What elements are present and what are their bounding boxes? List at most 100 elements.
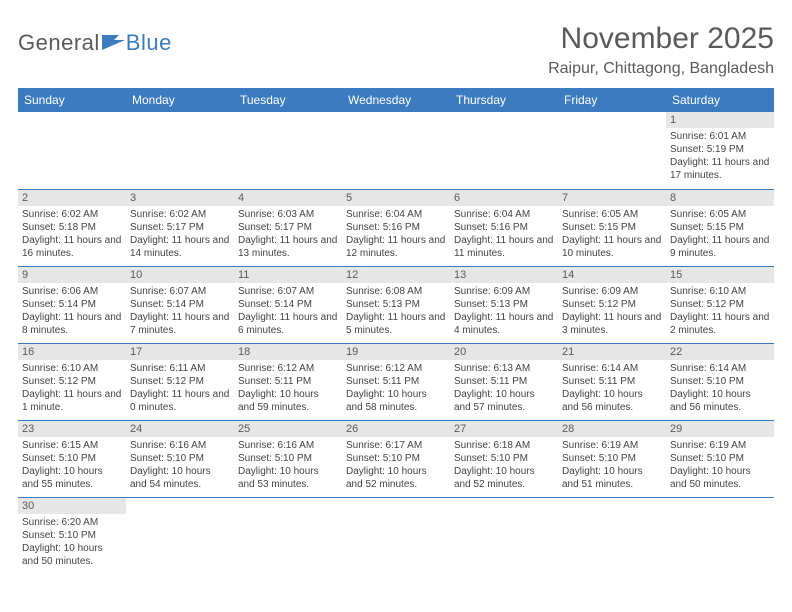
sunset-line: Sunset: 5:18 PM [22, 221, 122, 234]
sunset-line: Sunset: 5:10 PM [22, 452, 122, 465]
weekday-header: Saturday [666, 88, 774, 112]
day-number: 25 [234, 421, 342, 437]
day-number: 12 [342, 267, 450, 283]
day-number: 23 [18, 421, 126, 437]
empty-cell [234, 112, 342, 189]
empty-cell [342, 112, 450, 189]
sunrise-line: Sunrise: 6:12 AM [238, 362, 338, 375]
sunset-line: Sunset: 5:10 PM [238, 452, 338, 465]
sunset-line: Sunset: 5:16 PM [346, 221, 446, 234]
day-number: 1 [666, 112, 774, 128]
sunrise-line: Sunrise: 6:16 AM [238, 439, 338, 452]
calendar-cell: 24Sunrise: 6:16 AMSunset: 5:10 PMDayligh… [126, 420, 234, 497]
day-body: Sunrise: 6:14 AMSunset: 5:11 PMDaylight:… [558, 360, 666, 417]
calendar-cell: 4Sunrise: 6:03 AMSunset: 5:17 PMDaylight… [234, 189, 342, 266]
day-number: 30 [18, 498, 126, 514]
calendar-cell: 14Sunrise: 6:09 AMSunset: 5:12 PMDayligh… [558, 266, 666, 343]
sunset-line: Sunset: 5:17 PM [238, 221, 338, 234]
day-number: 18 [234, 344, 342, 360]
day-body: Sunrise: 6:05 AMSunset: 5:15 PMDaylight:… [558, 206, 666, 263]
sunrise-line: Sunrise: 6:13 AM [454, 362, 554, 375]
calendar-cell: 6Sunrise: 6:04 AMSunset: 5:16 PMDaylight… [450, 189, 558, 266]
day-body: Sunrise: 6:15 AMSunset: 5:10 PMDaylight:… [18, 437, 126, 494]
daylight-line: Daylight: 11 hours and 10 minutes. [562, 234, 662, 260]
day-number: 29 [666, 421, 774, 437]
sunrise-line: Sunrise: 6:09 AM [454, 285, 554, 298]
day-body: Sunrise: 6:10 AMSunset: 5:12 PMDaylight:… [18, 360, 126, 417]
logo-text-general: General [18, 30, 100, 56]
sunrise-line: Sunrise: 6:19 AM [670, 439, 770, 452]
sunrise-line: Sunrise: 6:16 AM [130, 439, 230, 452]
sunset-line: Sunset: 5:13 PM [346, 298, 446, 311]
day-number: 5 [342, 190, 450, 206]
daylight-line: Daylight: 10 hours and 54 minutes. [130, 465, 230, 491]
empty-cell [234, 497, 342, 574]
day-number: 28 [558, 421, 666, 437]
calendar-cell: 22Sunrise: 6:14 AMSunset: 5:10 PMDayligh… [666, 343, 774, 420]
sunset-line: Sunset: 5:10 PM [22, 529, 122, 542]
sunset-line: Sunset: 5:15 PM [562, 221, 662, 234]
day-body: Sunrise: 6:07 AMSunset: 5:14 PMDaylight:… [126, 283, 234, 340]
daylight-line: Daylight: 11 hours and 2 minutes. [670, 311, 770, 337]
day-number: 3 [126, 190, 234, 206]
empty-cell [450, 497, 558, 574]
calendar-cell: 15Sunrise: 6:10 AMSunset: 5:12 PMDayligh… [666, 266, 774, 343]
day-number: 8 [666, 190, 774, 206]
calendar-cell: 17Sunrise: 6:11 AMSunset: 5:12 PMDayligh… [126, 343, 234, 420]
sunset-line: Sunset: 5:13 PM [454, 298, 554, 311]
day-number: 19 [342, 344, 450, 360]
sunrise-line: Sunrise: 6:10 AM [22, 362, 122, 375]
sunrise-line: Sunrise: 6:14 AM [562, 362, 662, 375]
day-number: 10 [126, 267, 234, 283]
day-number: 11 [234, 267, 342, 283]
sunrise-line: Sunrise: 6:19 AM [562, 439, 662, 452]
empty-cell [126, 112, 234, 189]
sunset-line: Sunset: 5:14 PM [22, 298, 122, 311]
day-body: Sunrise: 6:16 AMSunset: 5:10 PMDaylight:… [234, 437, 342, 494]
sunset-line: Sunset: 5:10 PM [346, 452, 446, 465]
sunrise-line: Sunrise: 6:17 AM [346, 439, 446, 452]
day-body: Sunrise: 6:12 AMSunset: 5:11 PMDaylight:… [234, 360, 342, 417]
daylight-line: Daylight: 11 hours and 5 minutes. [346, 311, 446, 337]
sunrise-line: Sunrise: 6:05 AM [562, 208, 662, 221]
month-title: November 2025 [548, 22, 774, 56]
sunrise-line: Sunrise: 6:11 AM [130, 362, 230, 375]
day-body: Sunrise: 6:06 AMSunset: 5:14 PMDaylight:… [18, 283, 126, 340]
day-body: Sunrise: 6:18 AMSunset: 5:10 PMDaylight:… [450, 437, 558, 494]
day-body: Sunrise: 6:10 AMSunset: 5:12 PMDaylight:… [666, 283, 774, 340]
sunrise-line: Sunrise: 6:02 AM [22, 208, 122, 221]
sunrise-line: Sunrise: 6:07 AM [130, 285, 230, 298]
day-body: Sunrise: 6:12 AMSunset: 5:11 PMDaylight:… [342, 360, 450, 417]
daylight-line: Daylight: 10 hours and 52 minutes. [346, 465, 446, 491]
day-number: 17 [126, 344, 234, 360]
sunset-line: Sunset: 5:11 PM [562, 375, 662, 388]
sunrise-line: Sunrise: 6:05 AM [670, 208, 770, 221]
sunset-line: Sunset: 5:10 PM [562, 452, 662, 465]
calendar-cell: 3Sunrise: 6:02 AMSunset: 5:17 PMDaylight… [126, 189, 234, 266]
sunrise-line: Sunrise: 6:12 AM [346, 362, 446, 375]
weekday-header: Monday [126, 88, 234, 112]
calendar-cell: 8Sunrise: 6:05 AMSunset: 5:15 PMDaylight… [666, 189, 774, 266]
day-number: 6 [450, 190, 558, 206]
calendar-cell: 29Sunrise: 6:19 AMSunset: 5:10 PMDayligh… [666, 420, 774, 497]
day-number: 26 [342, 421, 450, 437]
day-body: Sunrise: 6:03 AMSunset: 5:17 PMDaylight:… [234, 206, 342, 263]
daylight-line: Daylight: 10 hours and 56 minutes. [562, 388, 662, 414]
weekday-header: Thursday [450, 88, 558, 112]
empty-cell [126, 497, 234, 574]
daylight-line: Daylight: 11 hours and 6 minutes. [238, 311, 338, 337]
daylight-line: Daylight: 11 hours and 17 minutes. [670, 156, 770, 182]
sunrise-line: Sunrise: 6:09 AM [562, 285, 662, 298]
calendar-cell: 12Sunrise: 6:08 AMSunset: 5:13 PMDayligh… [342, 266, 450, 343]
sunrise-line: Sunrise: 6:07 AM [238, 285, 338, 298]
daylight-line: Daylight: 10 hours and 57 minutes. [454, 388, 554, 414]
day-body: Sunrise: 6:01 AMSunset: 5:19 PMDaylight:… [666, 128, 774, 185]
day-body: Sunrise: 6:09 AMSunset: 5:12 PMDaylight:… [558, 283, 666, 340]
daylight-line: Daylight: 10 hours and 53 minutes. [238, 465, 338, 491]
empty-cell [18, 112, 126, 189]
empty-cell [558, 497, 666, 574]
day-number: 27 [450, 421, 558, 437]
sunset-line: Sunset: 5:17 PM [130, 221, 230, 234]
location: Raipur, Chittagong, Bangladesh [548, 60, 774, 78]
daylight-line: Daylight: 11 hours and 14 minutes. [130, 234, 230, 260]
